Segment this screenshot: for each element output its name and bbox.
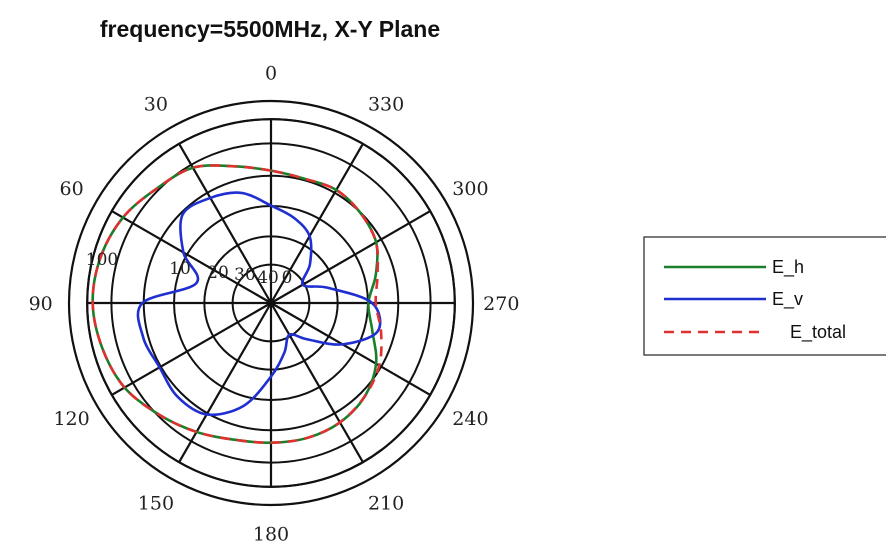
angle-tick-label: 60	[60, 178, 84, 200]
angle-tick-label: 150	[138, 492, 174, 514]
grid-ring	[67, 99, 475, 507]
angle-tick-label: 240	[452, 408, 488, 430]
grid-spoke	[270, 302, 431, 396]
radial-tick-label: 30	[234, 265, 256, 285]
grid-spoke	[178, 143, 272, 304]
angle-tick-label: 270	[483, 293, 519, 315]
series-e-v	[136, 191, 382, 417]
legend-box	[643, 236, 886, 356]
legend-label: E_total	[790, 322, 846, 343]
series-e-total	[91, 164, 383, 445]
grid-spoke	[111, 302, 272, 396]
angle-tick-label: 30	[144, 94, 168, 116]
angle-tick-label: 330	[368, 94, 404, 116]
radial-tick-label: 40	[257, 268, 279, 288]
radial-tick-label: 0	[282, 268, 293, 288]
legend-label: E_v	[772, 289, 803, 310]
angle-tick-label: 210	[368, 492, 404, 514]
grid-spoke	[270, 210, 431, 304]
series-group	[91, 164, 383, 445]
angle-tick-label: 0	[265, 63, 277, 85]
angle-tick-label: 120	[53, 408, 89, 430]
grid-spoke	[178, 302, 272, 463]
radial-tick-label: 100	[86, 250, 118, 270]
angle-tick-label: 300	[452, 178, 488, 200]
radial-tick-label: 20	[207, 263, 229, 283]
legend: E_h E_v E_total	[643, 236, 886, 356]
legend-label: E_h	[772, 257, 804, 278]
grid-spoke	[270, 302, 364, 463]
polar-grid	[67, 99, 475, 507]
angle-tick-label: 180	[253, 523, 289, 544]
grid-spoke	[111, 210, 272, 304]
radial-tick-label: 10	[169, 259, 191, 279]
grid-spoke	[270, 143, 364, 304]
angle-tick-label: 90	[29, 293, 53, 315]
chart-title: frequency=5500MHz, X-Y Plane	[100, 16, 440, 42]
